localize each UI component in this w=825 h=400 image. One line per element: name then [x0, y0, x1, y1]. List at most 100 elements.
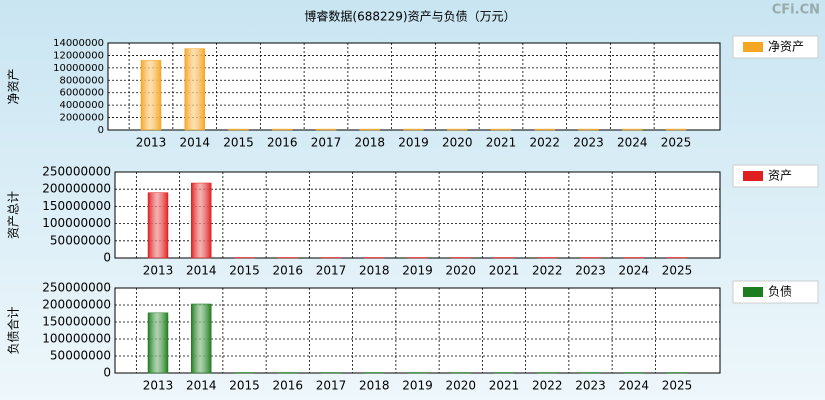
bar — [184, 48, 205, 131]
x-tick-label: 2021 — [486, 136, 517, 150]
x-tick-label: 2017 — [311, 136, 342, 150]
y-tick-label: 2000000 — [59, 113, 104, 124]
y-tick-label: 10000000 — [53, 63, 104, 74]
legend-swatch — [743, 42, 763, 52]
bar-base — [667, 257, 687, 258]
legend-box — [732, 35, 819, 59]
bar — [623, 257, 644, 259]
bar-base — [580, 372, 601, 373]
bar-base — [494, 257, 514, 258]
x-tick-label: 2024 — [617, 136, 648, 150]
x-tick-label: 2024 — [618, 264, 649, 278]
legend-box — [732, 280, 819, 304]
bar-base — [491, 129, 511, 130]
bar-base — [316, 129, 336, 130]
x-tick-label: 2014 — [186, 379, 217, 393]
bar-base — [191, 183, 212, 258]
bar-base — [321, 372, 341, 373]
plot-area — [114, 171, 721, 259]
y-tick-label: 8000000 — [59, 75, 104, 86]
bar — [578, 128, 599, 131]
x-tick-label: 2019 — [402, 379, 433, 393]
x-tick-label: 2025 — [661, 136, 692, 150]
bar — [407, 257, 428, 259]
bar — [534, 128, 555, 131]
plot-area — [114, 287, 721, 374]
bar — [320, 257, 342, 259]
bar — [537, 257, 558, 259]
bar — [537, 372, 558, 374]
y-axis-label: 负债合计 — [6, 306, 21, 354]
y-tick-label: 50000000 — [50, 349, 111, 363]
bar — [234, 257, 255, 259]
y-tick-label: 50000000 — [50, 233, 111, 247]
legend-label: 负债 — [768, 285, 792, 299]
y-tick-label: 4000000 — [59, 100, 104, 111]
bar-base — [407, 257, 428, 258]
bar — [234, 372, 255, 374]
x-tick-label: 2019 — [398, 136, 429, 150]
bar-base — [407, 372, 428, 373]
y-axis-label: 净资产 — [7, 68, 21, 104]
legend-swatch — [743, 287, 763, 297]
bar-base — [272, 129, 293, 130]
bar-base — [277, 257, 298, 258]
x-tick-label: 2013 — [143, 379, 174, 393]
x-tick-label: 2016 — [272, 379, 303, 393]
bar — [447, 128, 468, 131]
bar — [407, 372, 428, 374]
bar — [666, 372, 688, 374]
bar — [666, 257, 688, 259]
bar-base — [191, 303, 212, 373]
x-tick-label: 2024 — [618, 379, 649, 393]
x-tick-label: 2022 — [532, 379, 563, 393]
bar-base — [537, 372, 558, 373]
x-tick-label: 2016 — [267, 136, 298, 150]
chart-title: 博睿数据(688229)资产与负债（万元） — [304, 9, 515, 24]
bar-base — [622, 129, 643, 130]
x-tick-label: 2018 — [359, 379, 390, 393]
bar — [450, 257, 471, 259]
x-tick-label: 2013 — [136, 136, 167, 150]
x-tick-label: 2020 — [445, 264, 476, 278]
x-tick-label: 2017 — [316, 379, 347, 393]
bar — [623, 372, 644, 374]
bar-base — [148, 312, 168, 373]
bar-base — [578, 129, 599, 130]
bar-base — [228, 129, 249, 130]
bar — [403, 128, 424, 131]
bar — [228, 128, 249, 131]
x-tick-label: 2014 — [186, 264, 217, 278]
bar — [450, 372, 471, 374]
bar-base — [277, 372, 298, 373]
y-tick-label: 100000000 — [42, 216, 111, 230]
legend-label: 净资产 — [768, 40, 804, 54]
bar-base — [537, 257, 558, 258]
bar-base — [450, 257, 471, 258]
bar — [580, 372, 601, 374]
bar — [147, 192, 169, 259]
bar — [359, 128, 380, 131]
y-tick-label: 200000000 — [42, 182, 111, 196]
bar — [493, 372, 515, 374]
bar — [364, 257, 385, 259]
bar — [493, 257, 515, 259]
y-tick-label: 14000000 — [53, 38, 104, 49]
bar-base — [321, 257, 341, 258]
y-tick-label: 0 — [98, 125, 104, 136]
legend-swatch — [743, 171, 763, 181]
x-tick-label: 2025 — [662, 264, 693, 278]
y-tick-label: 6000000 — [59, 88, 104, 99]
y-axis-label: 资产总计 — [7, 191, 21, 239]
bar-base — [234, 257, 255, 258]
bar — [315, 128, 337, 131]
bar-base — [623, 372, 644, 373]
bar-base — [148, 192, 168, 258]
bar — [272, 128, 293, 131]
x-tick-label: 2017 — [316, 264, 347, 278]
x-tick-label: 2023 — [573, 136, 604, 150]
x-tick-label: 2018 — [354, 136, 385, 150]
x-tick-label: 2022 — [529, 136, 560, 150]
x-tick-label: 2015 — [229, 379, 260, 393]
